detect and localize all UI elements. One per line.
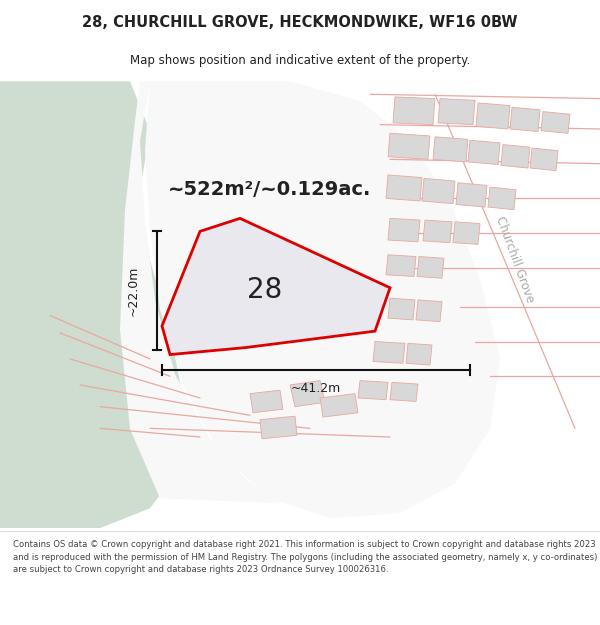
Polygon shape [510,107,540,132]
Polygon shape [433,137,468,162]
Polygon shape [388,133,430,159]
Polygon shape [417,256,444,278]
Text: 28: 28 [247,276,282,304]
Polygon shape [388,298,415,320]
Polygon shape [145,81,500,518]
Text: Contains OS data © Crown copyright and database right 2021. This information is : Contains OS data © Crown copyright and d… [13,540,598,574]
Polygon shape [406,343,432,365]
Polygon shape [290,381,325,407]
Polygon shape [388,218,420,242]
Polygon shape [320,394,358,417]
Polygon shape [120,81,280,503]
Polygon shape [386,255,416,276]
Polygon shape [488,187,516,209]
Polygon shape [530,148,558,171]
Polygon shape [453,222,480,244]
Text: ~22.0m: ~22.0m [127,266,139,316]
Polygon shape [438,99,475,124]
Polygon shape [501,144,530,168]
Polygon shape [393,97,435,124]
Polygon shape [476,103,510,129]
Text: ~41.2m: ~41.2m [291,382,341,394]
Polygon shape [468,140,500,164]
Polygon shape [386,175,422,201]
Text: 28, CHURCHILL GROVE, HECKMONDWIKE, WF16 0BW: 28, CHURCHILL GROVE, HECKMONDWIKE, WF16 … [82,15,518,30]
Text: Map shows position and indicative extent of the property.: Map shows position and indicative extent… [130,54,470,67]
Polygon shape [541,112,570,133]
Polygon shape [422,178,455,204]
Text: ~522m²/~0.129ac.: ~522m²/~0.129ac. [169,180,371,199]
Polygon shape [456,182,487,207]
Polygon shape [390,382,418,401]
Polygon shape [416,300,442,322]
Polygon shape [373,342,405,363]
Polygon shape [0,81,185,528]
Polygon shape [358,381,388,400]
Polygon shape [162,218,390,354]
Polygon shape [260,416,297,439]
Text: Churchill Grove: Churchill Grove [493,214,536,304]
Polygon shape [423,220,452,243]
Polygon shape [250,390,283,412]
